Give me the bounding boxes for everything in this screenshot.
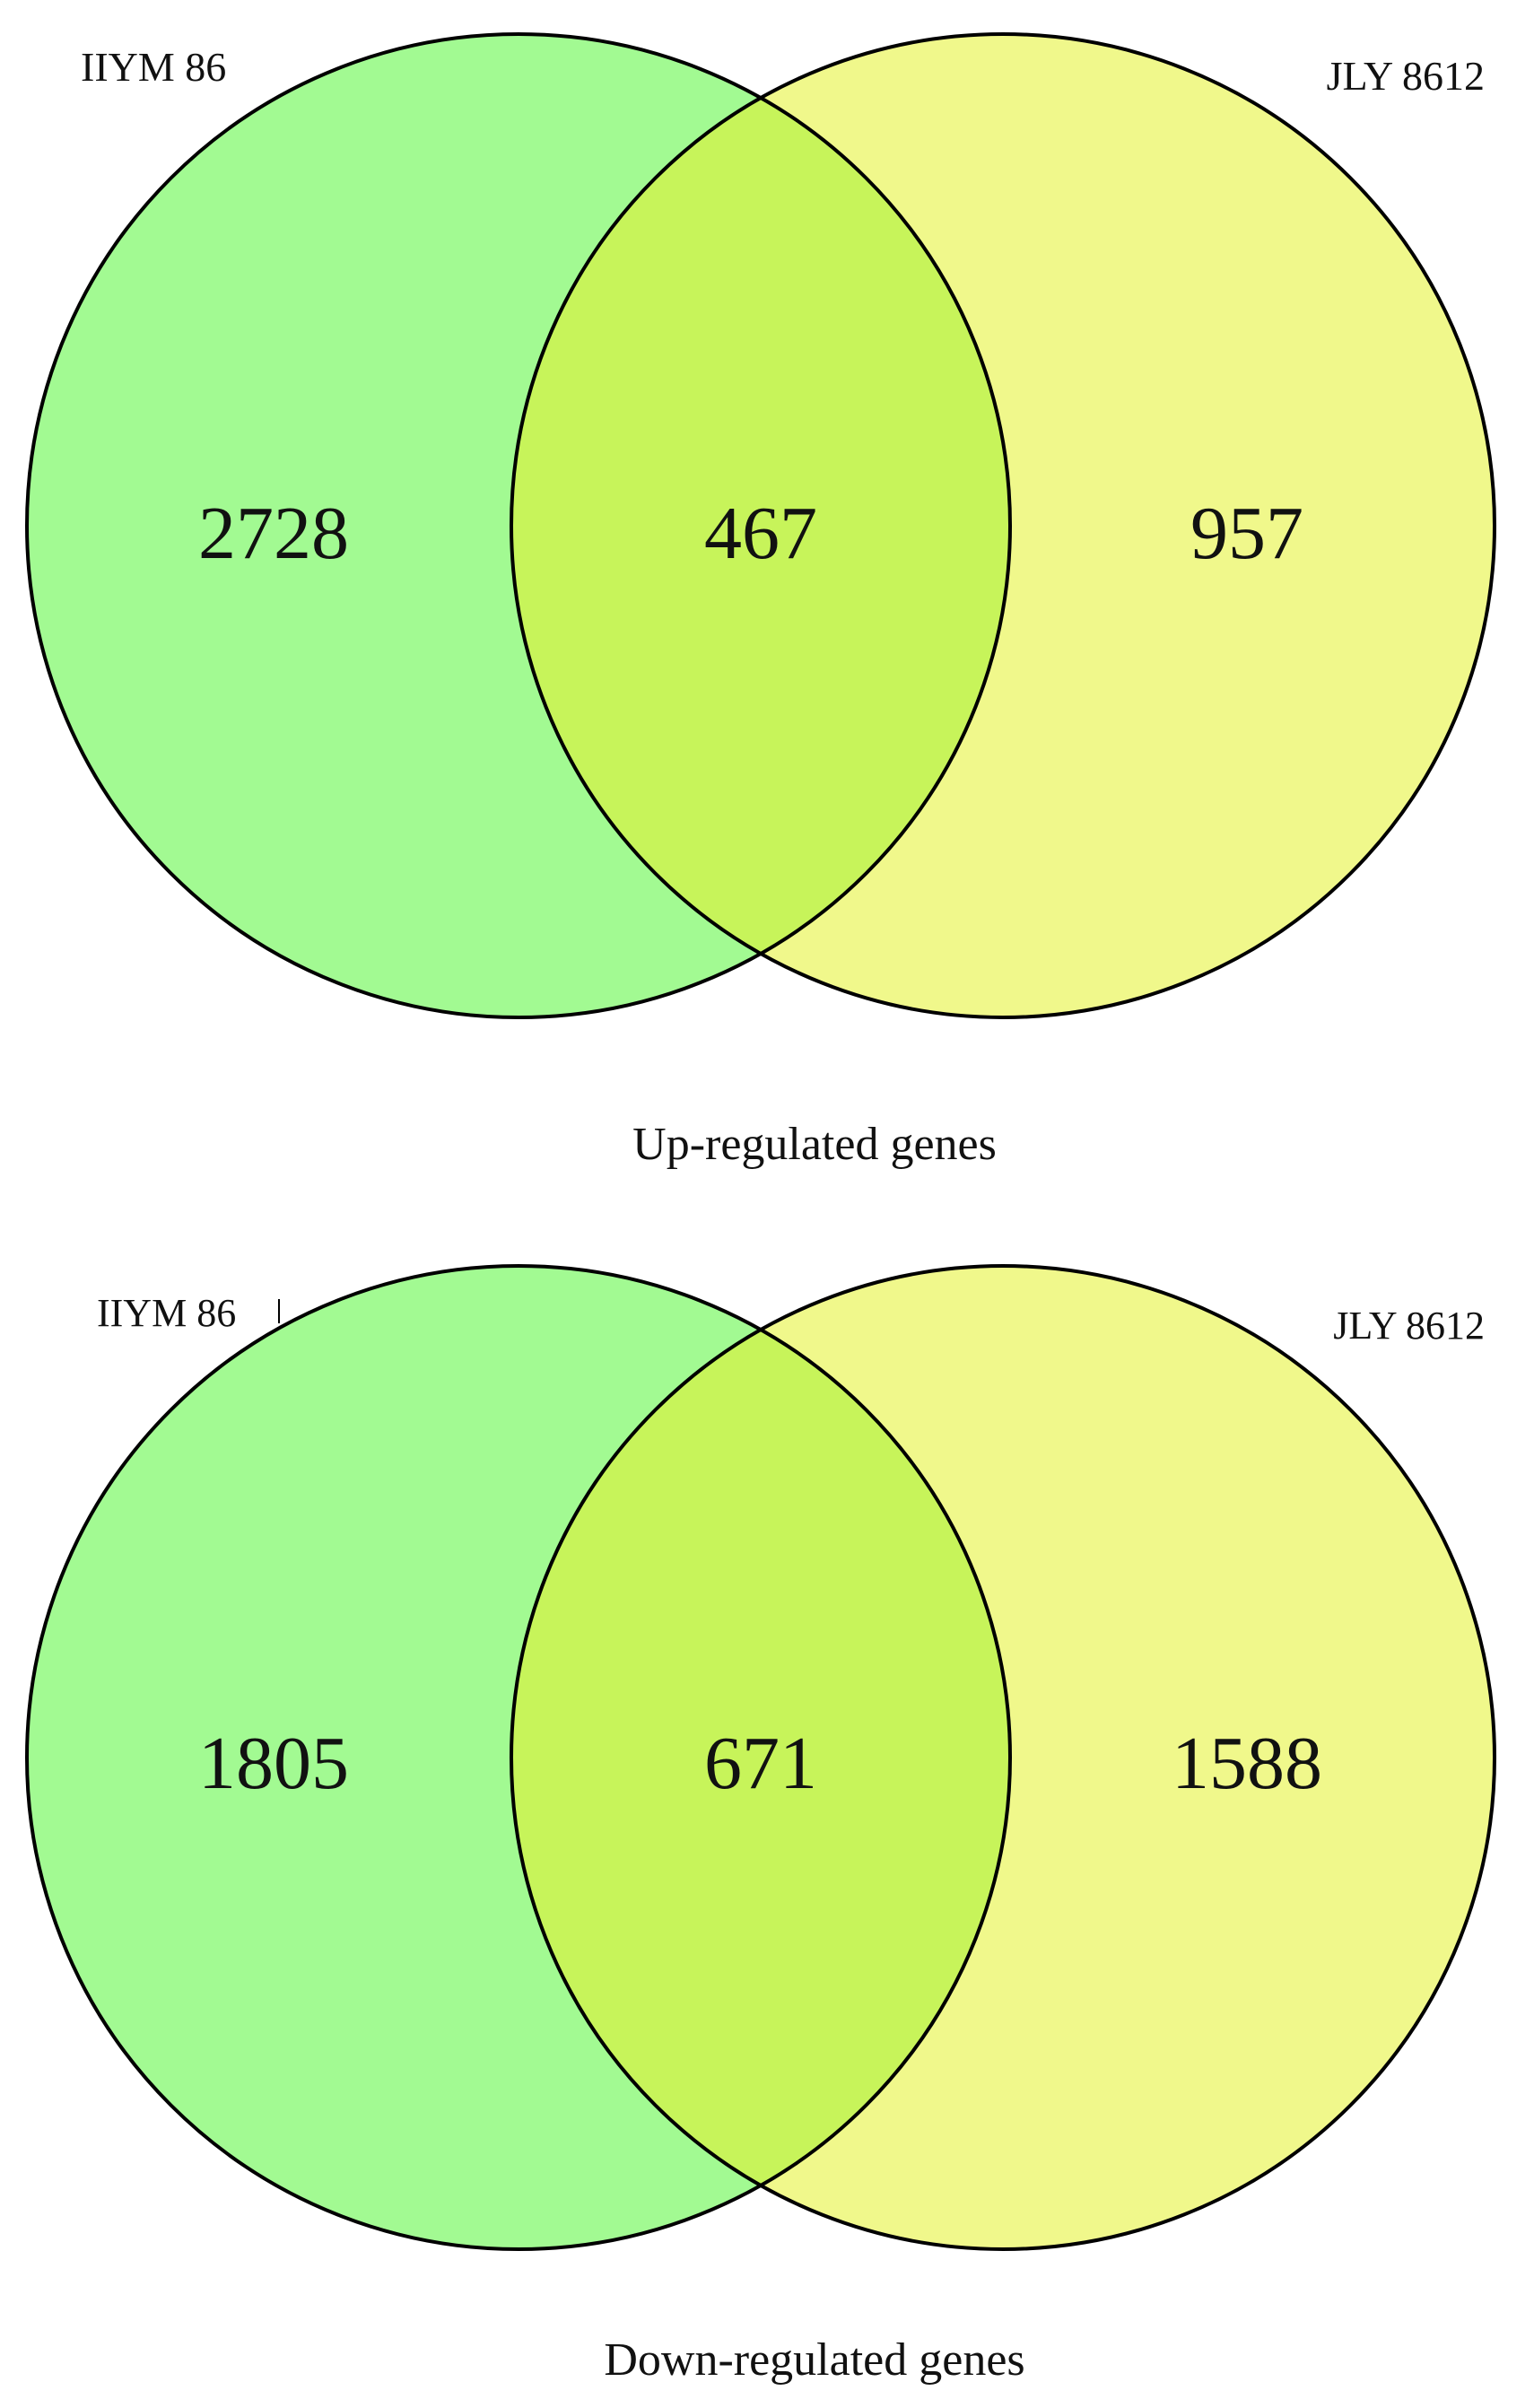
set-b-label: JLY 8612	[1327, 53, 1485, 99]
set-b-label: JLY 8612	[1333, 1304, 1485, 1348]
diagram-caption: Down-regulated genes	[604, 2334, 1024, 2386]
only-b-count: 957	[1190, 492, 1303, 575]
set-a-label: IIYM 86	[97, 1291, 236, 1335]
venn-diagram-up-regulated: IIYM 86 JLY 8612 2728 467 957 Up-regulat…	[25, 32, 1496, 1170]
overlap-region	[511, 1266, 1010, 2249]
overlap-region	[511, 34, 1010, 1017]
set-a-label: IIYM 86	[81, 44, 226, 90]
set-a-outline	[25, 32, 1012, 1019]
overlap-count: 467	[704, 492, 817, 575]
only-a-count: 2728	[198, 492, 349, 575]
set-b-outline	[510, 1264, 1496, 2251]
set-b-outline	[510, 32, 1496, 1019]
venn-diagram-down-regulated: IIYM 86 JLY 8612 1805 671 1588 Down-regu…	[25, 1264, 1496, 2386]
only-b-count: 1588	[1172, 1722, 1322, 1805]
diagram-caption: Up-regulated genes	[632, 1119, 997, 1170]
only-a-count: 1805	[198, 1722, 349, 1805]
overlap-count: 671	[704, 1722, 817, 1805]
set-a-outline	[25, 1264, 1012, 2251]
